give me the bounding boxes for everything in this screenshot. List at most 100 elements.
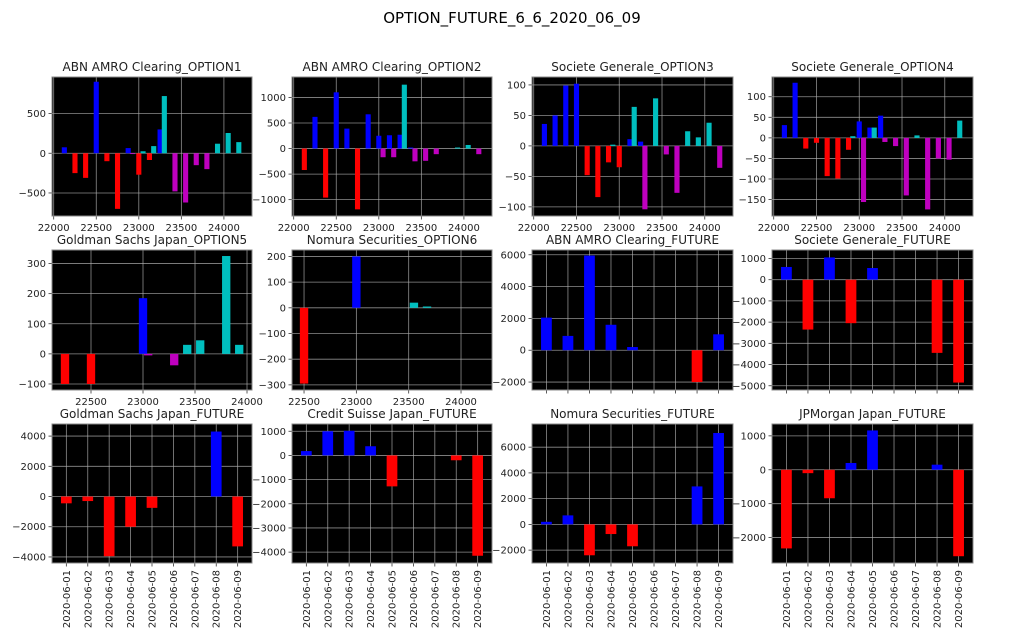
y-tick-label: 0 [520, 346, 526, 357]
x-tick-label: 2020-06-07 [671, 570, 682, 628]
future-bar [627, 524, 638, 547]
subplot-7: ABN AMRO Clearing_FUTURE −2000 0 2000 4000 60… [492, 233, 734, 394]
future-bar [691, 350, 703, 383]
x-tick-label: 22000 [758, 223, 790, 234]
y-tick-label: 1000 [261, 427, 286, 438]
y-tick-label: 0 [520, 141, 526, 152]
x-tick-label: 22500 [561, 223, 593, 234]
future-bar [472, 455, 484, 556]
x-tick-label: 2020-06-04 [366, 570, 377, 628]
y-tick-label: 0 [40, 149, 46, 160]
subplot-title: Societe Generale_FUTURE [794, 233, 951, 247]
call-bar [824, 137, 830, 177]
call-bar [803, 137, 809, 149]
future-bar [82, 496, 94, 502]
put-bar [925, 137, 931, 210]
y-tick-label: 0 [280, 451, 286, 462]
x-tick-label: 2020-06-06 [169, 570, 180, 628]
x-tick-label: 22500 [801, 223, 833, 234]
x-tick-label: 24000 [929, 223, 961, 234]
y-tick-label: 500 [27, 109, 46, 120]
x-tick-label: 23000 [123, 223, 155, 234]
y-tick-label: −150 [739, 195, 766, 206]
call-bar [125, 148, 131, 154]
x-tick-label: 23000 [363, 223, 395, 234]
future-bar [953, 469, 964, 557]
call-bar [136, 153, 142, 175]
put-bar [235, 344, 244, 354]
future-bar [713, 334, 724, 351]
x-tick-label: 23500 [393, 397, 425, 408]
put-bar [422, 306, 432, 308]
y-tick-label: −5000 [732, 381, 766, 392]
subplot-title: ABN AMRO Clearing_OPTION2 [303, 60, 482, 74]
subplot-title: Nomura Securities_FUTURE [550, 407, 715, 421]
y-tick-label: 200 [27, 289, 46, 300]
future-bar [605, 324, 617, 351]
x-tick-label: 2020-06-07 [430, 570, 441, 628]
put-bar [610, 144, 616, 146]
future-bar [781, 469, 792, 549]
call-bar [352, 256, 361, 308]
future-bar [562, 515, 574, 525]
y-tick-label: −100 [499, 202, 526, 213]
y-tick-label: 0 [40, 349, 46, 360]
y-tick-label: −50 [505, 172, 526, 183]
future-bar [845, 279, 857, 324]
y-tick-label: −300 [259, 380, 286, 391]
x-tick-label: 2020-06-04 [126, 570, 137, 628]
put-bar [236, 142, 242, 154]
y-tick-label: −4000 [732, 360, 766, 371]
y-tick-label: −4000 [252, 548, 286, 559]
plot-frame [771, 76, 974, 217]
y-tick-label: −500 [259, 170, 286, 181]
call-bar [408, 147, 414, 149]
y-tick-label: 0 [280, 144, 286, 155]
x-tick-label: 2020-06-05 [388, 570, 399, 628]
call-bar [299, 307, 309, 384]
x-tick-label: 22500 [288, 397, 320, 408]
subplot-6: Nomura Securities_OPTION6 22500 23000 23500… [259, 233, 493, 408]
x-tick-label: 22500 [320, 223, 352, 234]
future-bar [824, 469, 835, 499]
put-bar [642, 145, 648, 210]
plot-frame [51, 423, 253, 564]
put-bar [172, 153, 178, 192]
plot-frame [771, 423, 974, 564]
future-bar [232, 496, 244, 547]
subplot-10: Credit Suisse Japan_FUTURE 2020-06-01 2020… [252, 407, 493, 628]
future-bar [322, 431, 334, 456]
put-bar [957, 120, 963, 138]
y-tick-label: 300 [27, 259, 46, 270]
call-bar [60, 353, 70, 384]
x-tick-label: 24000 [448, 223, 480, 234]
x-tick-label: 2020-06-03 [105, 570, 116, 628]
y-tick-label: 100 [747, 92, 766, 103]
put-bar [685, 131, 691, 146]
put-bar [674, 145, 680, 193]
y-tick-label: 2000 [21, 462, 46, 473]
call-bar [301, 148, 307, 171]
y-tick-label: 4000 [501, 282, 526, 293]
call-bar [157, 129, 163, 154]
put-bar [653, 98, 659, 146]
subplot-title: Goldman Sachs Japan_OPTION5 [57, 233, 247, 247]
x-tick-label: 2020-06-08 [933, 570, 944, 628]
put-bar [476, 148, 482, 155]
put-bar [129, 153, 135, 155]
put-bar [935, 137, 941, 159]
put-bar [695, 137, 701, 146]
y-tick-label: 4000 [501, 468, 526, 479]
x-tick-label: 23500 [165, 223, 197, 234]
put-bar [222, 256, 231, 354]
future-bar [627, 347, 638, 351]
y-tick-label: 100 [507, 80, 526, 91]
subplot-title: Societe Generale_OPTION4 [791, 60, 953, 74]
plot-area [772, 77, 973, 216]
y-tick-label: 0 [760, 275, 766, 286]
plot-frame [51, 76, 253, 217]
y-tick-label: −1000 [252, 475, 286, 486]
put-bar [946, 137, 952, 160]
y-tick-label: −100 [19, 379, 46, 390]
